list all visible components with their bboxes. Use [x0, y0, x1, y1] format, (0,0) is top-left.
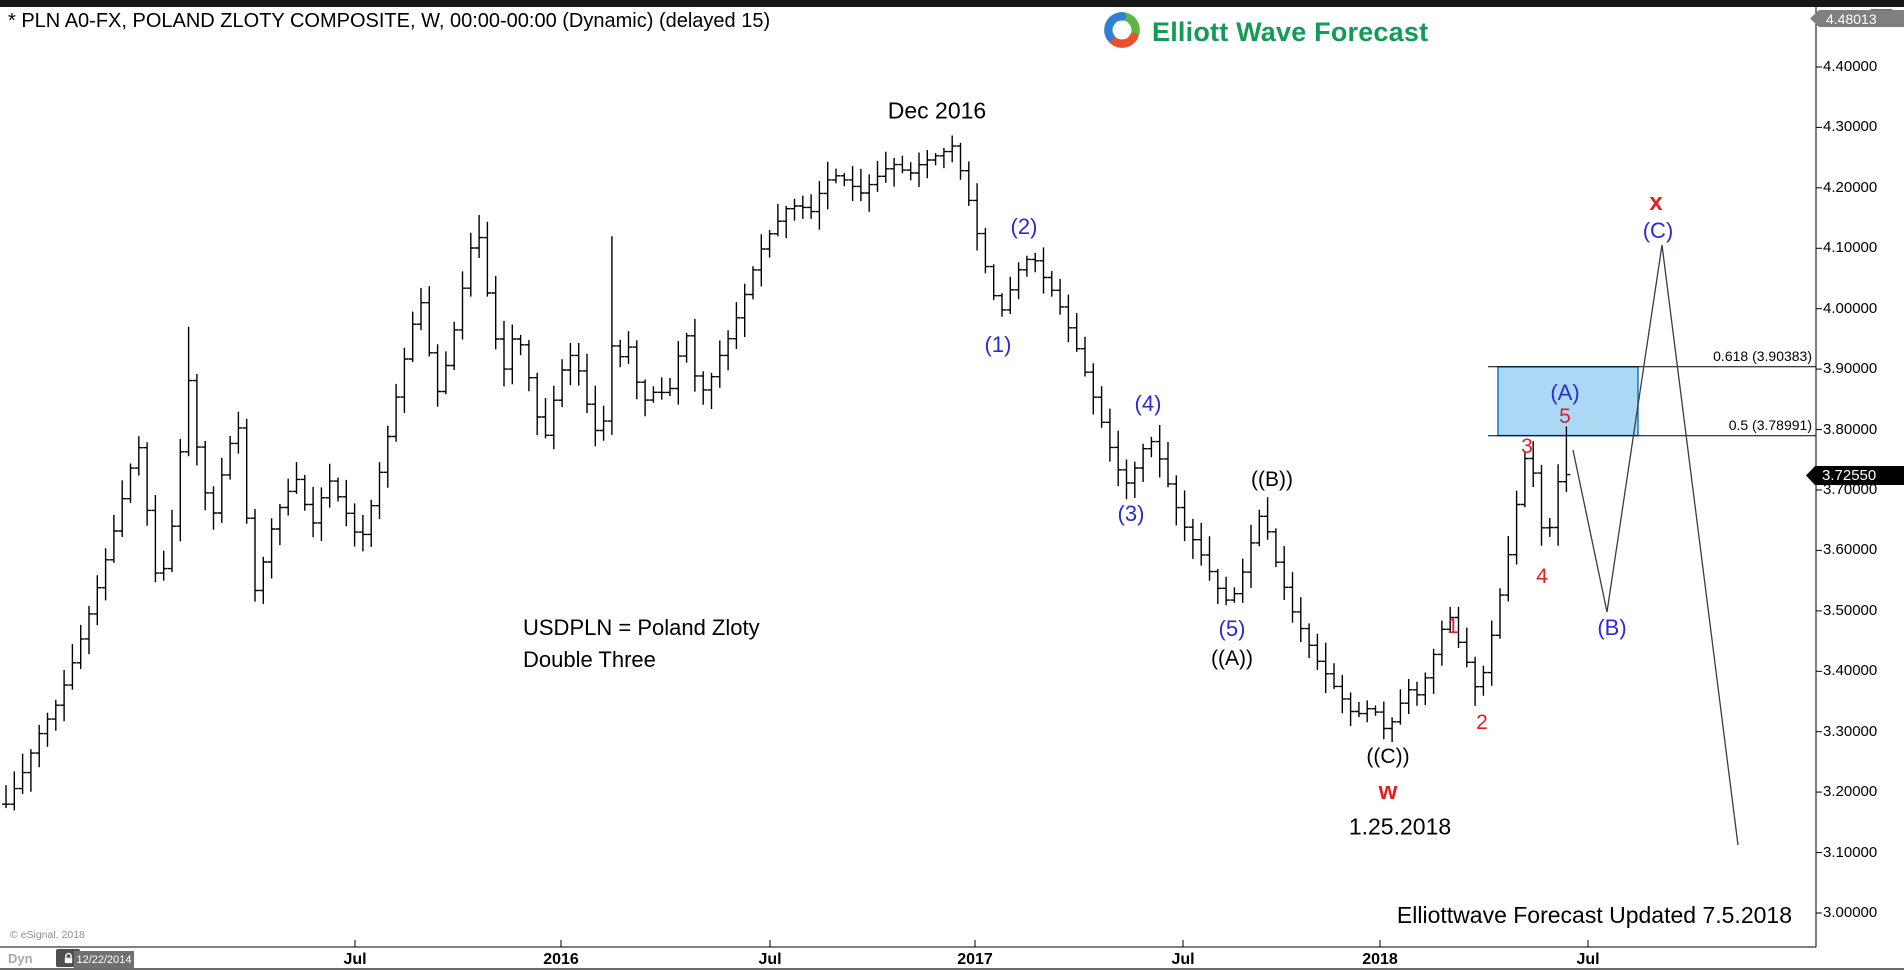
- price-axis-label: 4.20000: [1823, 178, 1878, 196]
- wave-label[interactable]: 3: [1521, 435, 1533, 458]
- wave-label[interactable]: (1): [984, 332, 1012, 357]
- price-axis-label: 3.90000: [1823, 360, 1878, 378]
- price-axis-label: 3.30000: [1823, 722, 1878, 740]
- price-axis-label: 3.80000: [1823, 420, 1878, 438]
- time-axis-label: Jul: [758, 951, 782, 968]
- wave-label[interactable]: (C): [1642, 218, 1674, 243]
- analyst-note: USDPLN = Poland Zloty Double Three: [523, 612, 760, 676]
- time-axis-label: Jul: [1576, 951, 1600, 968]
- logo-swirl-icon: [1101, 9, 1143, 56]
- wave-label[interactable]: ((A)): [1211, 647, 1253, 670]
- wave-label[interactable]: 1.25.2018: [1348, 813, 1452, 840]
- price-axis-label: 3.50000: [1823, 601, 1878, 619]
- wave-label[interactable]: (5): [1218, 616, 1246, 641]
- wave-label[interactable]: (4): [1134, 391, 1162, 416]
- wave-label[interactable]: 2: [1476, 711, 1488, 734]
- wave-label[interactable]: 5: [1559, 405, 1571, 428]
- wave-label[interactable]: 1: [1447, 615, 1459, 638]
- price-axis-label: 4.10000: [1823, 239, 1878, 257]
- wave-label[interactable]: w: [1378, 778, 1398, 805]
- brand-logo: Elliott Wave Forecast: [1101, 9, 1428, 56]
- scroll-date-badge[interactable]: 12/22/2014: [74, 951, 134, 968]
- time-axis-label: 2016: [543, 951, 579, 968]
- wave-label[interactable]: (2): [1010, 214, 1038, 239]
- time-axis-label: 2018: [1362, 951, 1398, 968]
- price-axis-label: 3.10000: [1823, 843, 1878, 861]
- wave-label[interactable]: (A): [1550, 380, 1580, 405]
- wave-label[interactable]: x: [1649, 189, 1663, 216]
- dynamic-mode-label[interactable]: Dyn: [8, 951, 33, 966]
- update-watermark: Elliottwave Forecast Updated 7.5.2018: [1396, 902, 1792, 928]
- time-axis[interactable]: [0, 947, 1816, 968]
- time-axis-label: Jul: [1171, 951, 1195, 968]
- time-axis-label: Jul: [343, 951, 367, 968]
- price-bars: [2, 135, 1571, 811]
- fib-level-label: 0.618 (3.90383): [1713, 347, 1812, 364]
- price-axis-label: 4.30000: [1823, 118, 1878, 136]
- esignal-copyright: © eSignal, 2018: [10, 929, 85, 941]
- price-axis-label: 3.20000: [1823, 783, 1878, 801]
- wave-label[interactable]: (3): [1117, 501, 1145, 526]
- brand-logo-text: Elliott Wave Forecast: [1152, 17, 1429, 47]
- symbol-title: * PLN A0-FX, POLAND ZLOTY COMPOSITE, W, …: [8, 10, 771, 32]
- wave-label[interactable]: Dec 2016: [887, 97, 987, 124]
- scale-top-badge: 4.48013: [1810, 10, 1904, 27]
- wave-label[interactable]: (B): [1597, 615, 1627, 640]
- wave-label[interactable]: ((C)): [1366, 745, 1410, 768]
- window-top-edge: [0, 0, 1904, 7]
- analyst-note-line2: Double Three: [523, 647, 656, 672]
- forecast-path: [1572, 244, 1739, 846]
- price-axis-label: 3.00000: [1823, 904, 1878, 921]
- price-axis-label: 3.70000: [1823, 480, 1878, 498]
- wave-label[interactable]: 4: [1536, 565, 1548, 588]
- last-price-badge: 3.72550: [1806, 466, 1904, 485]
- time-axis-label: 2017: [957, 951, 993, 968]
- analyst-note-line1: USDPLN = Poland Zloty: [523, 615, 760, 640]
- window-bottom-edge: [0, 968, 1904, 970]
- price-axis-label: 4.00000: [1823, 299, 1878, 317]
- wave-label[interactable]: ((B)): [1251, 468, 1293, 491]
- fib-level-label: 0.5 (3.78991): [1728, 416, 1812, 433]
- price-axis-label: 3.40000: [1823, 662, 1878, 680]
- price-axis-label: 4.40000: [1823, 57, 1878, 75]
- price-axis-label: 3.60000: [1823, 541, 1878, 559]
